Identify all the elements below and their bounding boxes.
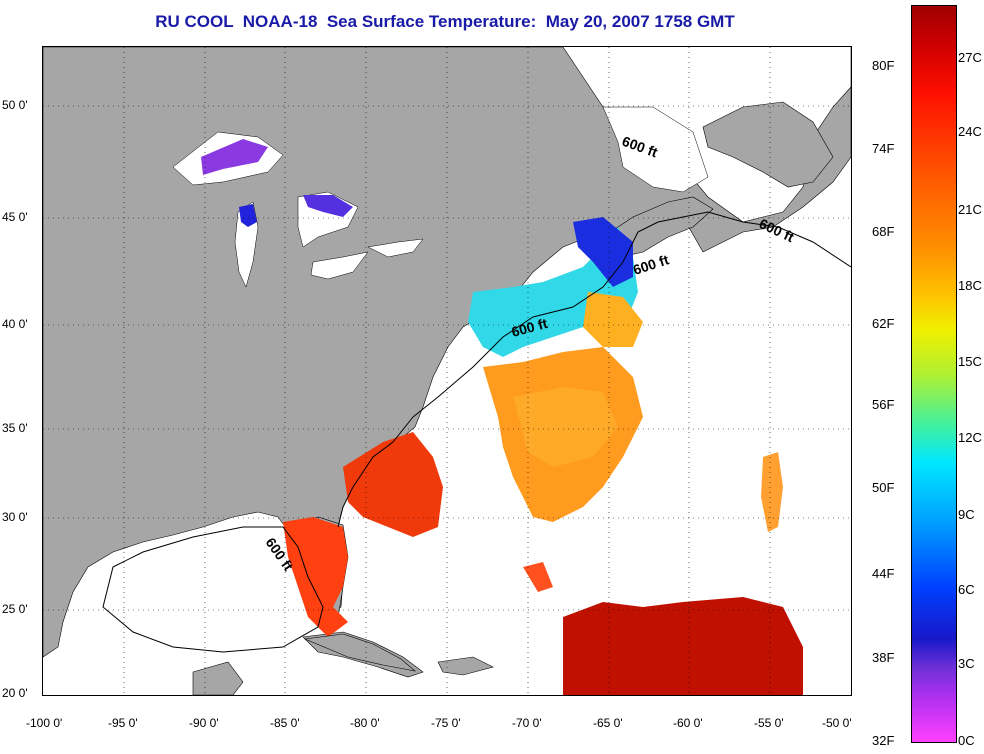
- colorbar-c-label: 18C: [958, 278, 982, 293]
- colorbar-f-label: 32F: [872, 733, 895, 748]
- sst-swath: [283, 217, 803, 695]
- lat-tick-label: 20 0': [2, 686, 28, 700]
- colorbar-f-label: 80F: [872, 58, 895, 73]
- lon-tick-label: -75 0': [431, 716, 461, 730]
- colorbar-c-label: 9C: [958, 507, 975, 522]
- colorbar-c-label: 0C: [958, 733, 975, 748]
- lat-tick-label: 50 0': [2, 98, 28, 112]
- yucatan: [192, 661, 244, 695]
- cuba-overlay: [303, 633, 417, 672]
- isobath-label: 600 ft: [631, 251, 671, 278]
- colorbar-f-label: 56F: [872, 397, 895, 412]
- lon-tick-label: -100 0': [26, 716, 63, 730]
- graticule: [43, 47, 851, 695]
- lon-tick-label: -95 0': [108, 716, 138, 730]
- colorbar-f-label: 44F: [872, 566, 895, 581]
- lon-tick-label: -90 0': [189, 716, 219, 730]
- colorbar-c-label: 12C: [958, 430, 982, 445]
- lat-tick-label: 25 0': [2, 602, 28, 616]
- hispaniola: [437, 656, 494, 676]
- colorbar-f-label: 68F: [872, 224, 895, 239]
- lon-tick-label: -50 0': [822, 716, 852, 730]
- colorbar-c-label: 3C: [958, 656, 975, 671]
- lon-tick-label: -80 0': [350, 716, 380, 730]
- colorbar-c-label: 6C: [958, 582, 975, 597]
- isobath-lines: [102, 211, 851, 653]
- map-title: RU COOL NOAA-18 Sea Surface Temperature:…: [155, 12, 735, 31]
- colorbar-c-label: 27C: [958, 50, 982, 65]
- lat-tick-label: 40 0': [2, 317, 28, 331]
- lon-tick-label: -55 0': [754, 716, 784, 730]
- lon-tick-label: -60 0': [673, 716, 703, 730]
- lon-tick-label: -70 0': [512, 716, 542, 730]
- lon-tick-label: -85 0': [270, 716, 300, 730]
- lake-sst: [201, 139, 353, 227]
- lat-tick-label: 35 0': [2, 421, 28, 435]
- temperature-colorbar: [911, 5, 957, 743]
- map-canvas: 600 ft 600 ft 600 ft 600 ft 600 ft: [43, 47, 851, 695]
- colorbar-c-label: 24C: [958, 124, 982, 139]
- colorbar-f-label: 74F: [872, 141, 895, 156]
- newfoundland: [702, 101, 834, 188]
- lat-tick-label: 45 0': [2, 210, 28, 224]
- colorbar-f-label: 50F: [872, 480, 895, 495]
- gulf-of-st-lawrence: [602, 106, 709, 193]
- colorbar-c-label: 15C: [958, 354, 982, 369]
- colorbar-f-label: 62F: [872, 316, 895, 331]
- colorbar-f-label: 38F: [872, 650, 895, 665]
- lat-tick-label: 30 0': [2, 510, 28, 524]
- lon-tick-label: -65 0': [593, 716, 623, 730]
- sst-map[interactable]: 600 ft 600 ft 600 ft 600 ft 600 ft: [42, 46, 852, 696]
- colorbar-c-label: 21C: [958, 202, 982, 217]
